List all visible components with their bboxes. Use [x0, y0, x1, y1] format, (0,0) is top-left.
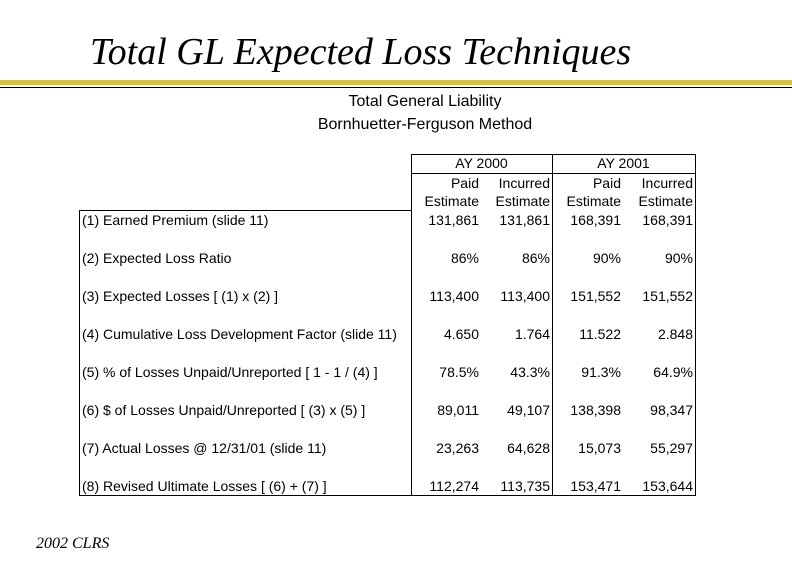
row-label: (7) Actual Losses @ 12/31/01 (slide 11) — [82, 440, 327, 456]
row-label: (8) Revised Ultimate Losses [ (6) + (7) … — [82, 478, 327, 494]
table-cell: 131,861 — [428, 212, 479, 228]
table-cell: 153,471 — [570, 478, 621, 494]
column-header: Incurred — [498, 175, 550, 191]
slide-title: Total GL Expected Loss Techniques — [90, 31, 632, 73]
table-cell: 49,107 — [507, 402, 550, 418]
column-header: Paid — [450, 175, 479, 191]
table-cell: 98,347 — [650, 402, 693, 418]
table-cell: 86% — [521, 250, 550, 266]
table-cell: 55,297 — [650, 440, 693, 456]
column-header: Paid — [592, 175, 621, 191]
row-label: (5) % of Losses Unpaid/Unreported [ 1 - … — [82, 364, 378, 380]
column-header: Estimate — [566, 193, 621, 209]
table-cell: 78.5% — [439, 364, 479, 380]
row-label: (2) Expected Loss Ratio — [82, 250, 232, 266]
row-label: (6) $ of Losses Unpaid/Unreported [ (3) … — [82, 402, 366, 418]
title-underline — [0, 87, 792, 88]
table-cell: 112,274 — [429, 478, 479, 494]
column-header: Estimate — [638, 193, 693, 209]
group-header-divider — [411, 173, 695, 174]
ay2001-box — [552, 154, 696, 496]
table-cell: 153,644 — [642, 478, 693, 494]
group-header-ay2001: AY 2001 — [597, 155, 650, 171]
table-cell: 64.9% — [653, 364, 693, 380]
table-cell: 4.650 — [443, 326, 479, 342]
table-cell: 168,391 — [642, 212, 693, 228]
table-cell: 11.522 — [579, 326, 621, 342]
group-header-ay2000: AY 2000 — [455, 155, 508, 171]
table-cell: 138,398 — [570, 402, 621, 418]
table-cell: 151,552 — [570, 288, 621, 304]
title-accent-rule — [0, 80, 792, 85]
column-header: Estimate — [495, 193, 550, 209]
table-cell: 113,735 — [500, 478, 550, 494]
table-heading: Total General Liability — [348, 93, 502, 110]
column-header: Estimate — [424, 193, 479, 209]
table-cell: 2.848 — [657, 326, 693, 342]
table-cell: 1.764 — [514, 326, 550, 342]
row-label: (4) Cumulative Loss Development Factor (… — [82, 326, 397, 342]
row-label: (3) Expected Losses [ (1) x (2) ] — [82, 288, 279, 304]
table-subheading: Bornhuetter-Ferguson Method — [317, 116, 533, 133]
table-cell: 90% — [664, 250, 693, 266]
footer-label: 2002 CLRS — [36, 535, 110, 552]
table-cell: 168,391 — [570, 212, 621, 228]
table-cell: 113,400 — [429, 288, 479, 304]
table-cell: 15,073 — [578, 440, 621, 456]
table-cell: 23,263 — [436, 440, 479, 456]
table-cell: 89,011 — [437, 402, 479, 418]
table-cell: 90% — [592, 250, 621, 266]
table-cell: 131,861 — [499, 212, 550, 228]
table-cell: 113,400 — [500, 288, 550, 304]
table-cell: 64,628 — [507, 440, 550, 456]
column-header: Incurred — [641, 175, 693, 191]
table-cell: 151,552 — [642, 288, 693, 304]
table-cell: 43.3% — [510, 364, 550, 380]
row-label: (1) Earned Premium (slide 11) — [82, 212, 269, 228]
table-cell: 91.3% — [581, 364, 621, 380]
table-cell: 86% — [450, 250, 479, 266]
